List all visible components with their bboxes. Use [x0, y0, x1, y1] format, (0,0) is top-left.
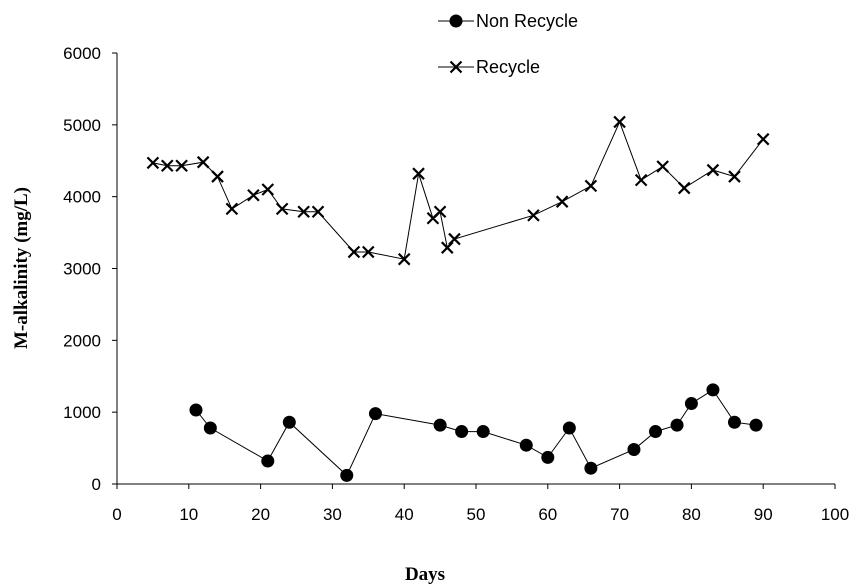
- data-point-non-recycle: [584, 461, 598, 475]
- data-point-recycle: [656, 160, 669, 173]
- x-tick-label: 0: [112, 505, 121, 524]
- data-point-recycle: [397, 252, 411, 266]
- legend-label: Non Recycle: [476, 11, 578, 31]
- data-point-recycle: [677, 181, 691, 195]
- data-point-recycle: [555, 195, 569, 208]
- data-point-recycle: [211, 170, 224, 183]
- data-point-non-recycle: [541, 450, 555, 464]
- y-tick-label: 1000: [63, 403, 101, 422]
- data-point-recycle: [175, 159, 188, 173]
- data-point-non-recycle: [203, 421, 217, 435]
- data-point-recycle: [275, 202, 289, 216]
- y-tick-label: 4000: [63, 188, 101, 207]
- legend-item-non-recycle: Non Recycle: [438, 11, 578, 31]
- data-point-non-recycle: [684, 397, 698, 411]
- data-point-recycle: [448, 232, 461, 246]
- x-axis-title: Days: [405, 564, 445, 585]
- data-point-recycle: [225, 202, 239, 216]
- data-point-recycle: [412, 167, 425, 180]
- data-point-non-recycle: [706, 383, 720, 397]
- x-tick-label: 70: [610, 505, 629, 524]
- data-point-non-recycle: [368, 407, 382, 421]
- data-point-non-recycle: [749, 418, 763, 432]
- data-point-recycle: [584, 179, 598, 193]
- data-point-recycle: [247, 188, 260, 202]
- y-tick-label: 3000: [63, 260, 101, 279]
- y-tick-label: 5000: [63, 116, 101, 135]
- data-point-recycle: [634, 173, 648, 187]
- x-tick-label: 90: [754, 505, 773, 524]
- series-layer: [146, 115, 770, 482]
- data-point-recycle: [706, 163, 720, 177]
- data-point-non-recycle: [340, 468, 354, 482]
- data-point-recycle: [261, 183, 275, 196]
- data-point-recycle: [613, 115, 626, 129]
- data-point-non-recycle: [627, 443, 641, 457]
- data-point-non-recycle: [189, 403, 203, 417]
- data-point-non-recycle: [433, 418, 447, 432]
- legend-label: Recycle: [476, 57, 540, 77]
- legend-item-recycle: Recycle: [438, 57, 540, 77]
- y-tick-label: 0: [92, 475, 101, 494]
- series-non-recycle: [189, 383, 763, 482]
- data-point-recycle: [527, 209, 540, 222]
- y-tick-labels: 0 1000 2000 3000 4000 5000 6000: [63, 44, 117, 494]
- data-point-recycle: [160, 159, 174, 173]
- data-point-recycle: [196, 155, 210, 169]
- data-point-recycle: [347, 245, 361, 259]
- x-tick-labels: 0 10 20 30 40 50 60 70 80 90 100: [112, 484, 849, 524]
- data-point-non-recycle: [727, 415, 741, 429]
- data-point-recycle: [311, 205, 325, 219]
- series-line-non-recycle: [195, 389, 757, 477]
- y-tick-label: 2000: [63, 331, 101, 350]
- x-tick-label: 80: [682, 505, 701, 524]
- legend-marker-non-recycle: [449, 14, 463, 28]
- data-point-non-recycle: [562, 421, 576, 435]
- series-recycle: [146, 115, 770, 266]
- axes: [116, 53, 835, 485]
- data-point-recycle: [728, 170, 741, 183]
- data-point-non-recycle: [282, 415, 296, 429]
- data-point-recycle: [756, 132, 770, 146]
- x-tick-label: 30: [323, 505, 342, 524]
- data-point-recycle: [297, 205, 310, 219]
- y-tick-label: 6000: [63, 44, 101, 63]
- x-tick-label: 20: [251, 505, 270, 524]
- data-point-recycle: [433, 205, 447, 219]
- data-point-non-recycle: [455, 425, 469, 439]
- legend: Non Recycle Recycle: [438, 11, 578, 77]
- series-line-recycle: [152, 120, 764, 260]
- data-point-non-recycle: [519, 438, 533, 452]
- x-tick-label: 100: [821, 505, 849, 524]
- data-point-non-recycle: [670, 418, 684, 432]
- data-point-non-recycle: [261, 454, 275, 468]
- data-point-non-recycle: [649, 425, 662, 439]
- data-point-recycle: [146, 156, 160, 170]
- legend-marker-recycle: [449, 60, 463, 74]
- x-tick-label: 40: [395, 505, 414, 524]
- x-tick-label: 50: [467, 505, 486, 524]
- x-tick-label: 10: [179, 505, 198, 524]
- x-tick-label: 60: [538, 505, 557, 524]
- data-point-non-recycle: [476, 425, 490, 439]
- y-axis-title: M-alkalinity (mg/L): [11, 187, 32, 349]
- data-point-recycle: [362, 245, 375, 259]
